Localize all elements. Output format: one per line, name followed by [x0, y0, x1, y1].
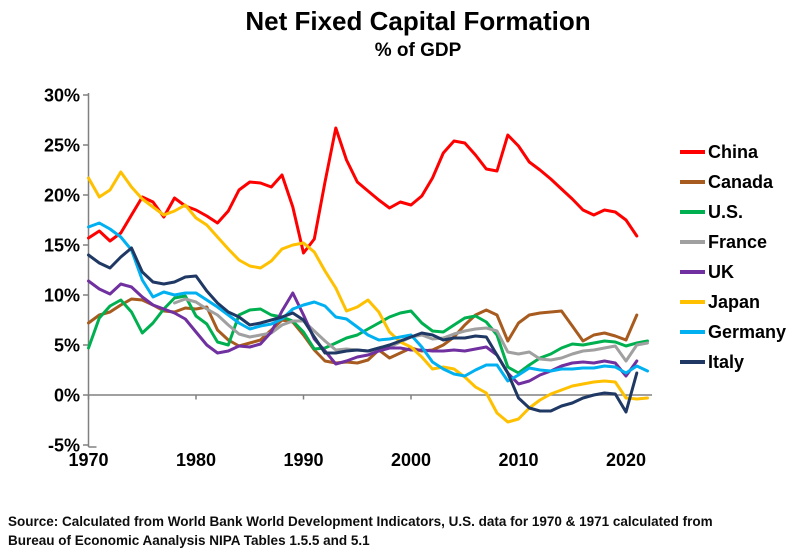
- series-line-germany: [87, 221, 649, 383]
- legend-label-canada: Canada: [708, 172, 774, 192]
- legend-label-uk: UK: [708, 262, 734, 282]
- legend-swatch-canada: [680, 180, 705, 184]
- chart-title: Net Fixed Capital Formation: [245, 6, 591, 36]
- series-line-japan: [87, 170, 649, 424]
- legend-item-germany: Germany: [680, 321, 786, 343]
- series-line-uk: [87, 279, 639, 386]
- legend-item-canada: Canada: [680, 171, 786, 193]
- legend-swatch-france: [680, 240, 705, 244]
- y-tick-label: 25%: [44, 136, 80, 156]
- legend-item-italy: Italy: [680, 351, 786, 373]
- y-tick-label: -5%: [48, 436, 80, 456]
- legend-item-uk: UK: [680, 261, 786, 283]
- legend-swatch-us: [680, 210, 705, 214]
- legend-label-china: China: [708, 142, 759, 162]
- legend-swatch-china: [680, 150, 705, 154]
- y-tick-label: 30%: [44, 86, 80, 106]
- legend-label-japan: Japan: [708, 292, 761, 312]
- series-line-china: [87, 126, 639, 255]
- legend-swatch-germany: [680, 330, 705, 334]
- y-tick-label: 15%: [44, 236, 80, 256]
- series-line-canada: [87, 297, 639, 365]
- source-line-1: Source: Calculated from World Bank World…: [8, 514, 713, 529]
- source-note: Source: Calculated from World Bank World…: [8, 512, 788, 550]
- x-tick-label: 1990: [283, 450, 323, 470]
- legend-item-china: China: [680, 141, 786, 163]
- legend-item-france: France: [680, 231, 786, 253]
- x-tick-label: 1970: [68, 450, 108, 470]
- series-line-us: [87, 294, 649, 375]
- y-tick-label: 0%: [54, 386, 80, 406]
- y-tick-label: 10%: [44, 286, 80, 306]
- y-tick-label: 20%: [44, 186, 80, 206]
- x-tick-label: 2020: [606, 450, 646, 470]
- legend-item-us: U.S.: [680, 201, 786, 223]
- x-tick-label: 2000: [391, 450, 431, 470]
- legend-label-france: France: [708, 232, 768, 252]
- legend-label-us: U.S.: [708, 202, 744, 222]
- source-line-2: Bureau of Economic Aanalysis NIPA Tables…: [8, 533, 370, 548]
- legend-label-germany: Germany: [708, 322, 787, 342]
- y-tick-label: 5%: [54, 336, 80, 356]
- legend-swatch-uk: [680, 270, 705, 274]
- legend-label-italy: Italy: [708, 352, 745, 372]
- x-tick-label: 2010: [498, 450, 538, 470]
- legend-item-japan: Japan: [680, 291, 786, 313]
- legend-swatch-italy: [680, 360, 705, 364]
- series-line-italy: [87, 246, 639, 414]
- legend-swatch-japan: [680, 300, 705, 304]
- x-tick-label: 1980: [176, 450, 216, 470]
- plot-area: 30% 25% 20% 15% 10% 5% 0% -5%1970 1980 1990 2000 20…: [44, 86, 652, 470]
- legend: China Canada U.S. France UK Japan Germany Italy: [680, 141, 786, 373]
- chart-subtitle: % of GDP: [374, 40, 462, 61]
